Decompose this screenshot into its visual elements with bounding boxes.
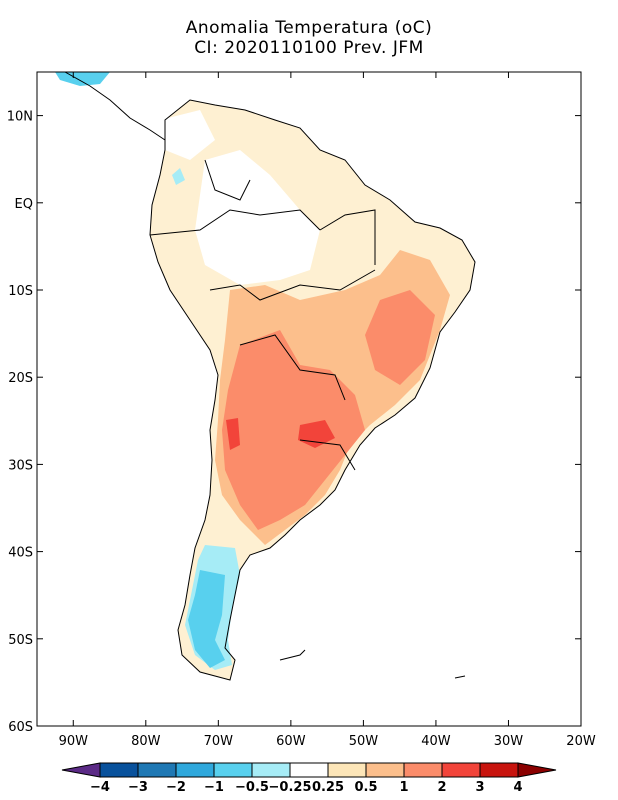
border-bolivia-paraguay	[239, 334, 346, 401]
colorbar-label: −0.5	[235, 780, 269, 795]
border-peru-brazil	[149, 209, 321, 236]
anomaly-field	[55, 72, 475, 680]
colorbar: −4 −3 −2 −1 −0.5 −0.25 0.25 0.5 1 2 3 4	[61, 762, 557, 795]
anomaly-cold-patagonia	[188, 570, 225, 668]
colorbar-label: 2	[437, 780, 446, 795]
lon-tick-label: 60W	[276, 734, 306, 749]
colorbar-swatch	[137, 762, 177, 778]
lat-tick-label: 30S	[8, 458, 33, 473]
colorbar-swatch	[441, 762, 481, 778]
central-america-coast	[64, 72, 166, 141]
colorbar-swatch	[251, 762, 291, 778]
anomaly-warm-3-west	[226, 418, 240, 450]
lon-tick-label: 70W	[204, 734, 234, 749]
map-frame	[36, 71, 582, 727]
colorbar-label: −2	[166, 780, 186, 795]
colorbar-label: 0.5	[354, 780, 377, 795]
border-brazil-east	[319, 209, 376, 265]
colorbar-swatch	[365, 762, 405, 778]
lon-tick-label: 30W	[494, 734, 524, 749]
lat-tick-label: 20S	[8, 371, 33, 386]
colorbar-swatch	[327, 762, 367, 778]
colorbar-label: −3	[128, 780, 148, 795]
anomaly-warm-2	[222, 330, 365, 530]
lon-ticks: 90W 80W 70W 60W 50W 40W 30W 20W	[59, 72, 596, 749]
falklands	[279, 649, 306, 661]
lat-tick-label: 40S	[8, 546, 33, 561]
lon-tick-label: 20W	[566, 734, 596, 749]
colorbar-swatch	[403, 762, 443, 778]
anomaly-cold-colombia	[172, 168, 185, 185]
colorbar-label: −4	[90, 780, 110, 795]
colorbar-min-arrow	[61, 762, 101, 778]
colorbar-swatch	[175, 762, 215, 778]
lat-tick-label: EQ	[15, 197, 33, 212]
lon-tick-label: 40W	[421, 734, 451, 749]
anomaly-neutral-north	[160, 110, 215, 160]
south-georgia	[454, 675, 466, 679]
anomaly-cold-caribbean	[55, 72, 110, 86]
lat-tick-label: 10N	[7, 110, 33, 125]
map-title: Anomalia Temperatura (oC)	[185, 18, 433, 38]
colorbar-label: −0.25	[269, 780, 312, 795]
lat-ticks: 10N EQ 10S 20S 30S 40S 50S 60S	[7, 110, 581, 735]
colorbar-max-arrow	[517, 762, 557, 778]
lon-tick-label: 80W	[131, 734, 161, 749]
colorbar-label: 3	[475, 780, 484, 795]
colorbar-swatch	[289, 762, 329, 778]
colorbar-swatch	[99, 762, 139, 778]
colorbar-label: 0.25	[312, 780, 344, 795]
border-brazil-bolivia	[209, 269, 376, 301]
lon-tick-label: 90W	[59, 734, 89, 749]
south-america-coast	[149, 99, 476, 681]
colorbar-label: −1	[204, 780, 224, 795]
border-venezuela	[204, 159, 251, 201]
anomaly-warm-2-east	[365, 290, 435, 385]
coastlines	[64, 72, 476, 681]
border-argentina-uruguay	[299, 439, 356, 471]
colorbar-label: 1	[399, 780, 408, 795]
lat-tick-label: 50S	[8, 633, 33, 648]
lat-tick-label: 10S	[8, 284, 33, 299]
colorbar-swatch	[213, 762, 253, 778]
map-subtitle: CI: 2020110100 Prev. JFM	[194, 38, 424, 58]
anomaly-neutral-amazon	[195, 150, 320, 285]
lon-tick-label: 50W	[349, 734, 379, 749]
colorbar-swatch	[479, 762, 519, 778]
colorbar-label: 4	[513, 780, 522, 795]
lat-tick-label: 60S	[8, 720, 33, 735]
